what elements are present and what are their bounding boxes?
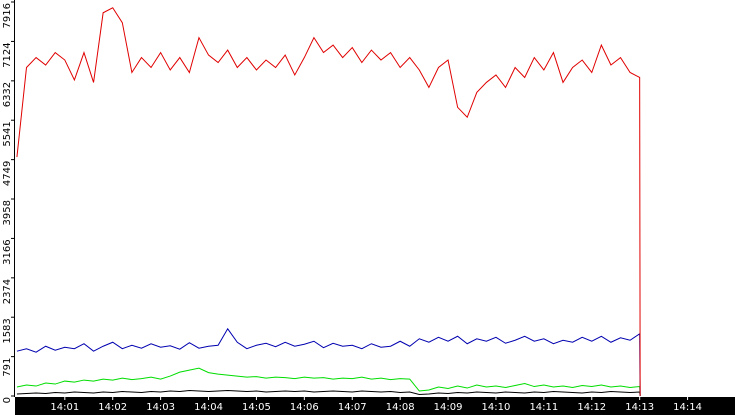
y-tick-label: 3166 [2,239,13,264]
series-line [16,327,641,397]
y-tick-label: 7916 [2,3,13,28]
x-tick-label: 14:13 [625,402,654,413]
y-tick-label: 4749 [2,161,13,186]
x-tick-label: 14:07 [338,402,367,413]
series-line [16,7,641,397]
y-tick-label: 791 [2,358,13,377]
y-tick-label: 3958 [2,200,13,225]
y-tick-label: 5541 [2,121,13,146]
y-tick-label: 0 [2,397,13,403]
x-tick-label: 14:04 [194,402,223,413]
y-tick-label: 2374 [2,279,13,304]
x-tick-label: 14:14 [673,402,702,413]
series-line [16,390,641,397]
x-tick-label: 14:01 [50,402,79,413]
x-tick-label: 14:06 [290,402,319,413]
x-axis-bar [15,397,735,415]
y-tick-label: 1583 [2,318,13,343]
x-tick-label: 14:12 [577,402,606,413]
y-tick-label: 6332 [2,82,13,107]
y-tick-label: 7124 [2,42,13,67]
series-line [16,367,641,397]
x-tick-label: 14:09 [434,402,463,413]
x-tick-label: 14:11 [529,402,558,413]
x-tick-label: 14:02 [98,402,127,413]
x-tick-label: 14:05 [242,402,271,413]
x-tick-label: 14:03 [146,402,175,413]
x-tick-label: 14:10 [482,402,511,413]
x-tick-label: 14:08 [386,402,415,413]
